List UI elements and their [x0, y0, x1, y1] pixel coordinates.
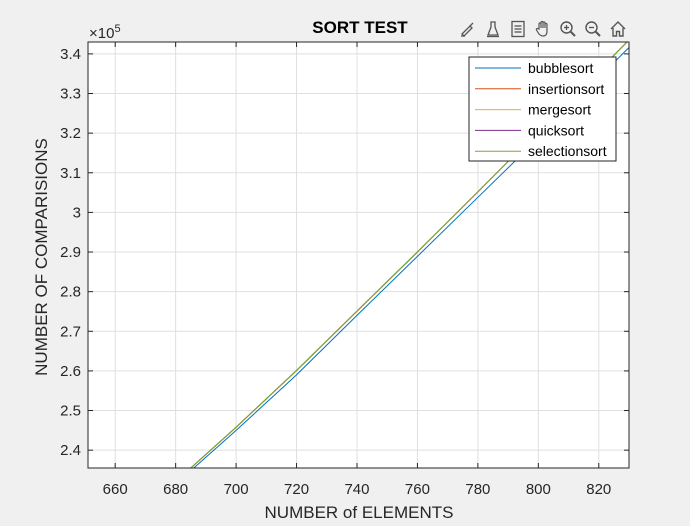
zoom-in-icon — [560, 21, 576, 37]
y-tick-label: 3.2 — [60, 125, 81, 142]
y-tick-label: 2.6 — [60, 363, 81, 380]
x-tick-label: 780 — [465, 481, 490, 498]
legend-toggle-icon — [511, 20, 525, 38]
legend-label-bubblesort: bubblesort — [528, 60, 593, 76]
axes-toolbar — [456, 17, 630, 41]
x-tick-label: 820 — [586, 481, 611, 498]
y-tick-label: 3.3 — [60, 86, 81, 103]
chart-title: SORT TEST — [312, 18, 408, 37]
x-tick-labels: 660 680 700 720 740 760 780 800 820 — [103, 481, 612, 498]
pan-button[interactable] — [531, 17, 555, 41]
legend-label-quicksort: quicksort — [528, 122, 584, 138]
y-tick-label: 2.9 — [60, 244, 81, 261]
legend-label-mergesort: mergesort — [528, 102, 591, 118]
home-button[interactable] — [606, 17, 630, 41]
y-tick-labels: 2.4 2.5 2.6 2.7 2.8 2.9 3 3.1 3.2 3.3 3.4 — [60, 46, 81, 459]
zoom-in-button[interactable] — [556, 17, 580, 41]
tick-marks — [88, 42, 629, 468]
axes-box — [87, 41, 630, 469]
x-tick-label: 720 — [284, 481, 309, 498]
x-tick-label: 740 — [344, 481, 369, 498]
y-tick-label: 3.4 — [60, 46, 81, 63]
y-exponent-label: ×105 — [89, 23, 121, 42]
brush-button[interactable] — [456, 17, 480, 41]
y-axis-label: NUMBER OF COMPARISIONS — [32, 138, 51, 376]
y-tick-label: 2.5 — [60, 403, 81, 420]
y-tick-label: 3.1 — [60, 165, 81, 182]
legend-entries: bubblesort insertionsort mergesort quicksor… — [475, 60, 607, 159]
brush-icon — [461, 22, 474, 37]
y-tick-label: 2.7 — [60, 323, 81, 340]
legend-label-insertionsort: insertionsort — [528, 81, 604, 97]
home-icon — [610, 21, 626, 37]
y-tick-label: 3 — [73, 204, 81, 221]
x-tick-label: 700 — [224, 481, 249, 498]
x-tick-label: 660 — [103, 481, 128, 498]
legend-box — [468, 56, 617, 162]
pan-hand-icon — [535, 20, 548, 37]
x-axis-label: NUMBER of ELEMENTS — [265, 503, 454, 522]
zoom-out-button[interactable] — [581, 17, 605, 41]
y-tick-label: 2.4 — [60, 442, 81, 459]
legend-toggle-button[interactable] — [506, 17, 530, 41]
x-tick-label: 760 — [405, 481, 430, 498]
zoom-out-icon — [585, 21, 601, 37]
y-tick-label: 2.8 — [60, 284, 81, 301]
legend-label-selectionsort: selectionsort — [528, 143, 607, 159]
data-tips-button[interactable] — [481, 17, 505, 41]
x-tick-label: 800 — [526, 481, 551, 498]
legend[interactable]: bubblesort insertionsort mergesort quicksor… — [468, 56, 617, 162]
data-tips-icon — [487, 21, 499, 38]
x-tick-label: 680 — [163, 481, 188, 498]
